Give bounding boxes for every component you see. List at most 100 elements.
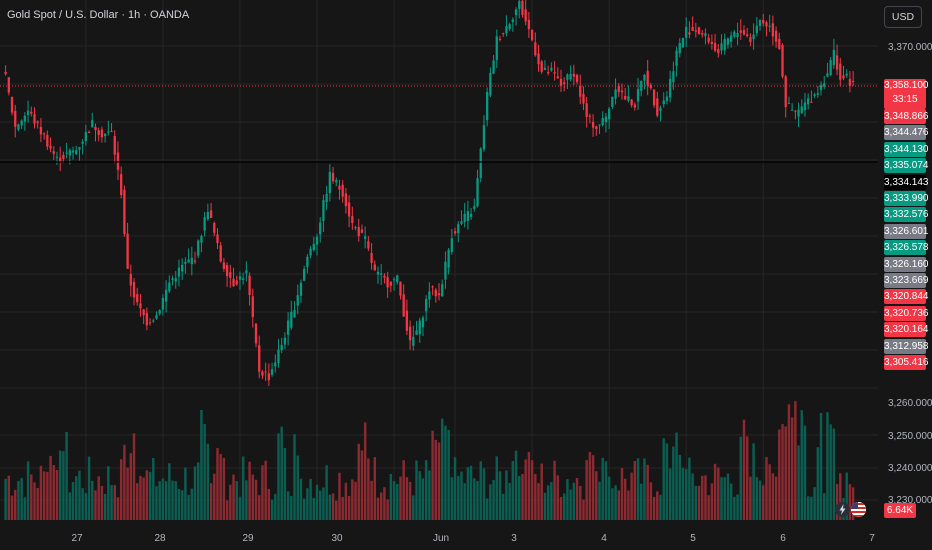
volume-bar <box>235 481 238 520</box>
lightning-icon[interactable] <box>835 502 850 517</box>
countdown-timer: 33:15 <box>892 94 918 105</box>
volume-bar <box>46 471 49 520</box>
volume-bar <box>762 485 765 520</box>
candle-body <box>209 210 213 218</box>
volume-bar <box>444 425 447 520</box>
volume-bar <box>800 410 803 520</box>
volume-bar <box>405 477 409 520</box>
volume-bar <box>155 486 158 520</box>
price-badge: 3,344.130 <box>884 141 929 157</box>
candle-body <box>164 289 168 302</box>
volume-bar <box>379 492 383 520</box>
volume-bar <box>765 457 768 520</box>
candle-body <box>242 278 245 280</box>
volume-bar <box>267 488 271 520</box>
candle-body <box>4 71 7 75</box>
volume-bar <box>768 464 771 520</box>
candle-body <box>794 110 797 112</box>
candle-body <box>649 84 653 89</box>
volume-bar <box>640 483 643 520</box>
volume-bar <box>447 429 450 520</box>
volume-bar <box>546 485 550 520</box>
candle-body <box>42 133 46 135</box>
volume-bar <box>187 494 190 520</box>
candle-body <box>508 24 511 30</box>
candle-body <box>59 157 62 162</box>
volume-bar <box>23 497 27 520</box>
candle-body <box>120 174 123 196</box>
candle-body <box>656 98 659 116</box>
candle-body <box>248 275 251 295</box>
candle-body <box>588 115 592 117</box>
volume-bar <box>97 476 100 520</box>
volume-bar <box>691 473 694 520</box>
candle-body <box>338 185 341 190</box>
volume-bar <box>784 426 787 520</box>
volume-bar <box>617 490 620 520</box>
candle-body <box>97 130 100 135</box>
volume-bar <box>463 483 466 520</box>
price-badge: 3,323.669 <box>884 273 929 288</box>
volume-bar <box>781 424 784 520</box>
candle-body <box>598 124 601 126</box>
price-badge-value: 3,358.100 <box>884 80 929 91</box>
candle-body <box>225 265 229 277</box>
candle-body <box>222 262 226 269</box>
volume-bar <box>325 465 328 520</box>
volume-bar <box>4 478 7 520</box>
volume-bar <box>707 495 710 520</box>
volume-bar <box>729 483 733 520</box>
volume-bar <box>620 467 624 520</box>
candle-body <box>842 75 845 79</box>
volume-bar <box>588 452 592 520</box>
volume-bar <box>78 470 81 520</box>
candle-body <box>624 96 627 100</box>
x-axis-bg <box>0 520 878 550</box>
price-badge: 3,344.476 <box>884 125 929 141</box>
candle-body <box>405 310 409 331</box>
volume-bar <box>771 473 775 520</box>
volume-bar <box>848 484 852 520</box>
volume-bar <box>248 461 251 520</box>
volume-bar <box>216 448 219 520</box>
y-axis-ticks: 3,370.000 3,260.000 3,250.000 3,240.000 3,23… <box>888 42 932 506</box>
candle-body <box>235 280 238 285</box>
candle-body <box>389 281 393 286</box>
volume-bar <box>415 460 418 520</box>
candle-body <box>505 26 508 34</box>
candle-body <box>611 96 614 107</box>
volume-bar <box>675 432 678 520</box>
volume-bar <box>575 477 579 520</box>
volume-bar <box>58 450 62 520</box>
volume-bar <box>704 475 707 520</box>
volume-bar <box>309 478 312 520</box>
price-badge: 3,348.866 <box>884 109 929 124</box>
candle-body <box>408 326 412 341</box>
volume-bar <box>136 483 139 520</box>
candle-body <box>678 43 681 54</box>
candle-body <box>116 152 120 170</box>
volume-bar <box>489 484 492 520</box>
volume-bar <box>251 474 255 520</box>
candle-body <box>575 74 579 82</box>
volume-bar <box>553 460 556 520</box>
candle-body <box>335 180 338 183</box>
volume-bar <box>550 482 553 520</box>
candle-body <box>68 150 71 156</box>
candle-body <box>826 73 829 77</box>
us-flag-icon[interactable] <box>851 502 866 517</box>
currency-button[interactable]: USD <box>884 6 922 28</box>
volume-bar <box>335 500 338 520</box>
volume-bar <box>306 488 309 520</box>
candle-body <box>832 49 836 66</box>
candle-body <box>33 114 36 124</box>
volume-bar <box>720 477 723 520</box>
candle-body <box>254 323 258 344</box>
candle-body <box>713 43 717 51</box>
volume-bar <box>209 483 213 520</box>
volume-bar <box>129 453 133 520</box>
candle-body <box>749 37 752 42</box>
candle-body <box>466 211 470 221</box>
candle-body <box>274 362 277 367</box>
